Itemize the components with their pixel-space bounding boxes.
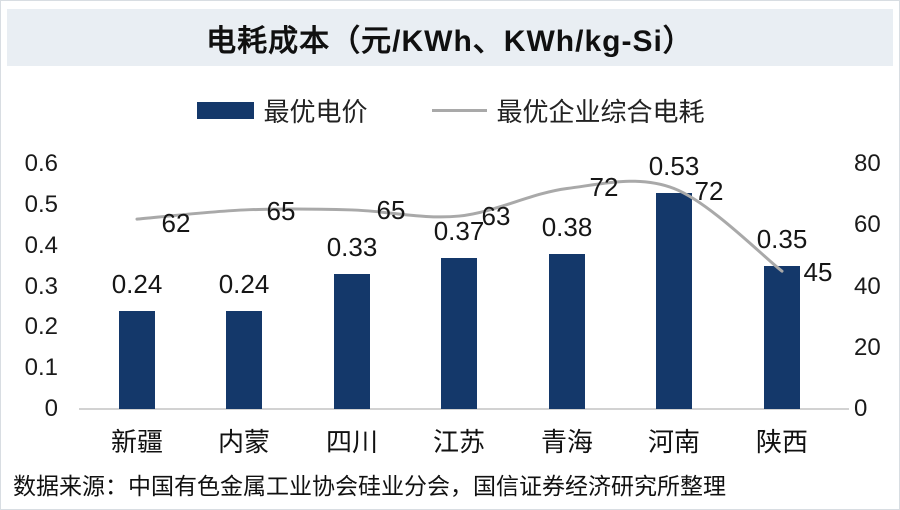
legend-line-swatch-icon: [431, 108, 487, 112]
category-label-河南: 河南: [647, 428, 700, 457]
bar-value-label: 0.24: [218, 269, 270, 299]
y-axis-tick-left: 0.4: [24, 231, 58, 259]
y-axis-tick-left: 0.2: [24, 313, 58, 341]
line-point-label: 63: [481, 201, 511, 232]
category-label-青海: 青海: [540, 428, 593, 457]
category-label-江苏: 江苏: [432, 428, 485, 457]
y-axis-tick-left: 0.5: [24, 190, 58, 218]
category-label-四川: 四川: [325, 428, 378, 457]
bar-value-label: 0.38: [541, 211, 593, 242]
line-point-label: 65: [376, 194, 406, 225]
y-axis-tick-left: 0.1: [24, 354, 58, 382]
y-axis-tick-left: 0.6: [24, 150, 58, 177]
y-axis-tick-left: 0: [44, 395, 58, 422]
legend-bar-label: 最优电价: [263, 96, 368, 127]
legend-line-label: 最优企业综合电耗: [496, 96, 705, 127]
y-axis-tick-right: 0: [854, 395, 868, 422]
y-axis-tick-right: 40: [854, 272, 881, 300]
category-label-新疆: 新疆: [110, 428, 163, 457]
bar-陕西: [764, 266, 800, 409]
chart-title-band: 电耗成本（元/KWh、KWh/kg-Si）: [7, 9, 893, 66]
bar-四川: [334, 274, 370, 409]
bar-value-label: 0.33: [326, 232, 378, 263]
bar-value-label: 0.24: [111, 269, 163, 299]
bar-新疆: [119, 311, 155, 409]
bar-内蒙: [226, 311, 262, 409]
x-axis-line: [79, 408, 849, 410]
bar-河南: [656, 192, 692, 409]
bar-value-label: 0.35: [756, 224, 808, 255]
category-label-陕西: 陕西: [755, 428, 808, 457]
source-note: 数据来源：中国有色金属工业协会硅业分会，国信证券经济研究所整理: [13, 474, 726, 499]
y-axis-tick-left: 0.3: [24, 272, 58, 300]
category-label-内蒙: 内蒙: [217, 428, 270, 457]
bar-青海: [549, 253, 585, 409]
legend: 最优电价 最优企业综合电耗: [1, 93, 899, 127]
line-point-label: 72: [589, 171, 619, 202]
bar-江苏: [441, 257, 477, 409]
line-point-label: 72: [694, 175, 724, 206]
line-point-label: 62: [161, 208, 191, 239]
bar-value-label: 0.53: [648, 150, 700, 181]
line-point-label: 45: [803, 257, 833, 288]
chart-title: 电耗成本（元/KWh、KWh/kg-Si）: [206, 24, 694, 58]
line-point-label: 65: [266, 195, 296, 226]
y-axis-tick-right: 60: [854, 211, 881, 239]
legend-bar-swatch-icon: [197, 101, 255, 119]
y-axis-tick-right: 80: [854, 150, 881, 177]
y-axis-tick-right: 20: [854, 333, 881, 361]
